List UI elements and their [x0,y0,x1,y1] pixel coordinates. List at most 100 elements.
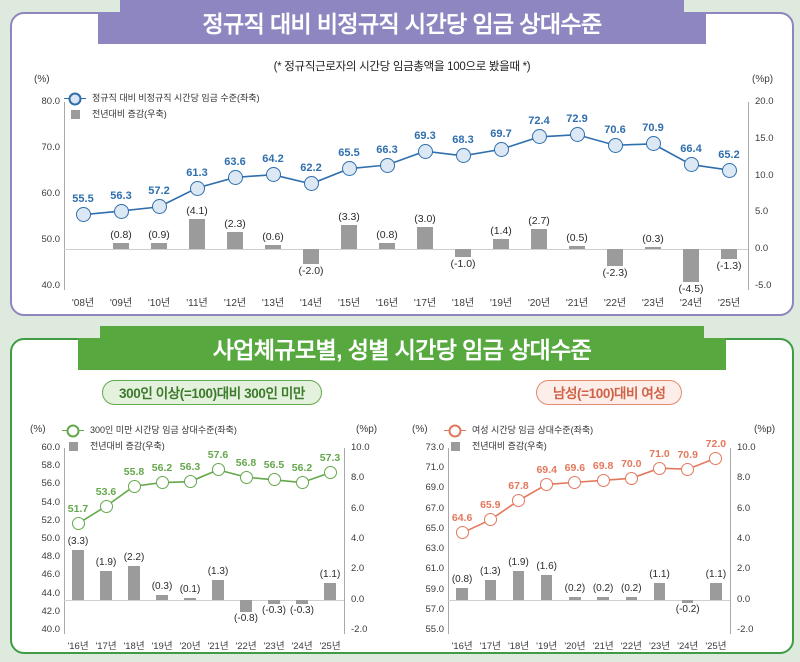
data-point-label: 56.5 [263,459,285,472]
x-axis-label: '16년 [67,641,89,652]
x-axis-label: '24년 [291,641,313,652]
bar-value-label: (0.8) [110,229,132,242]
bar [156,595,168,600]
right-axis-unit-top: (%p) [752,74,774,85]
x-axis-label: '23년 [641,298,665,309]
bar-value-label: (1.9) [508,556,529,568]
data-point-label: 72.9 [566,113,588,126]
data-point-label: 67.8 [508,480,529,493]
bar-value-label: (1.1) [649,568,670,580]
data-point-label: 72.4 [528,115,550,128]
legend-label-line-size: 300인 미만 시간당 임금 상대수준(좌축) [90,425,237,435]
bar [324,582,336,600]
bar [682,599,694,603]
bar [569,245,585,250]
data-point-label: 70.0 [621,457,642,470]
y-tick-left: 65.0 [425,522,445,534]
bar-value-label: (1.3) [207,565,229,577]
data-point-label: 51.7 [67,503,89,516]
bar [379,243,395,250]
y-tick-right: -5.0 [755,280,772,291]
bar [227,232,243,250]
legend-item-line-size: 300인 미만 시간당 임금 상대수준(좌축) [62,424,237,437]
data-point-label: 53.6 [95,485,117,498]
x-axis-label: '17년 [413,298,437,309]
bar [456,587,468,600]
chart-nonregular-wage: 40.0 50.0 60.0 70.0 80.0 -5.0 0.0 5.0 10.0 15.0 20… [12,14,792,310]
bar [303,249,319,264]
bar-value-label: (0.8) [451,573,473,585]
panel-title-size-gender: 사업체규모별, 성별 시간당 임금 상대수준 [78,326,726,370]
x-axis-label: '25년 [319,641,341,652]
data-point [151,199,167,215]
y-tick-right: 4.0 [351,533,365,544]
bar-value-label: (0.1) [179,584,201,596]
left-axis-unit-size: (%) [30,424,46,435]
data-point-label: 57.6 [207,449,229,462]
data-point-label: 56.8 [235,456,257,469]
data-point-label: 56.2 [291,462,313,475]
x-axis-label: '19년 [489,298,513,309]
y-axis-right [344,448,345,634]
data-point-label: 55.8 [123,465,145,478]
x-axis-label: '14년 [299,298,323,309]
x-axis-label: '19년 [536,641,558,652]
y-tick-left: 70.0 [41,142,61,153]
data-point [183,475,197,489]
left-axis-unit-top: (%) [34,74,50,85]
bar-marker-icon [62,442,84,451]
right-axis-unit-size: (%p) [356,424,378,435]
bar-value-label: (0.6) [262,230,284,243]
x-axis-label: '19년 [151,641,173,652]
y-tick-right: -2.0 [737,624,754,635]
y-tick-right: 10.0 [351,442,370,453]
legend-gender: 여성 시간당 임금 상대수준(좌축) 전년대비 증감(우축) [444,424,593,456]
legend-item-line: 정규직 대비 비정규직 시간당 임금 수준(좌축) [64,92,260,105]
y-tick-right: 20.0 [755,96,774,107]
x-axis-label: '24년 [679,298,703,309]
data-point [645,136,661,152]
bar [484,579,496,600]
bar [607,249,623,267]
bar [113,243,129,250]
data-point [531,129,547,145]
badge-gender: 남성(=100)대비 여성 [536,380,683,405]
bar-value-label: (-4.5) [678,283,704,296]
bar [128,566,140,600]
data-point [75,207,91,223]
bar-value-label: (-2.3) [602,267,628,280]
bar-value-label: (3.3) [67,535,89,547]
x-axis-label: '17년 [479,641,501,652]
bar-value-label: (2.3) [224,218,246,231]
data-point-label: 69.8 [592,459,614,472]
bar-value-label: (-1.3) [716,259,742,272]
bar-zero-line [64,249,748,251]
bar [721,249,737,259]
y-axis-right [730,448,731,634]
x-axis-label: '20년 [564,641,586,652]
data-point-label: 70.9 [642,122,664,135]
y-tick-left: 46.0 [41,569,61,581]
bar [417,227,433,250]
data-point-label: 64.6 [451,512,473,525]
bar-value-label: (1.1) [319,568,341,580]
bar-value-label: (1.3) [480,565,501,577]
bar [296,599,308,605]
bar-value-label: (0.2) [621,582,642,594]
data-point-label: 57.2 [148,185,170,198]
y-tick-right: 6.0 [737,502,751,514]
y-tick-left: 48.0 [41,551,61,563]
bar [625,596,637,600]
x-axis-label: '20년 [527,298,551,309]
legend-item-bar-gender: 전년대비 증감(우축) [444,440,593,453]
x-axis-label: '25년 [717,298,741,309]
data-point [267,473,281,487]
bar [569,596,581,600]
data-point-label: 70.9 [677,448,698,461]
y-tick-left: 57.0 [425,603,445,615]
data-point [341,161,357,177]
bar [531,229,547,250]
bar-value-label: (2.2) [123,552,145,564]
badge-firm-size: 300인 이상(=100)대비 300인 미만 [102,380,322,405]
y-tick-left: 59.0 [425,583,445,595]
